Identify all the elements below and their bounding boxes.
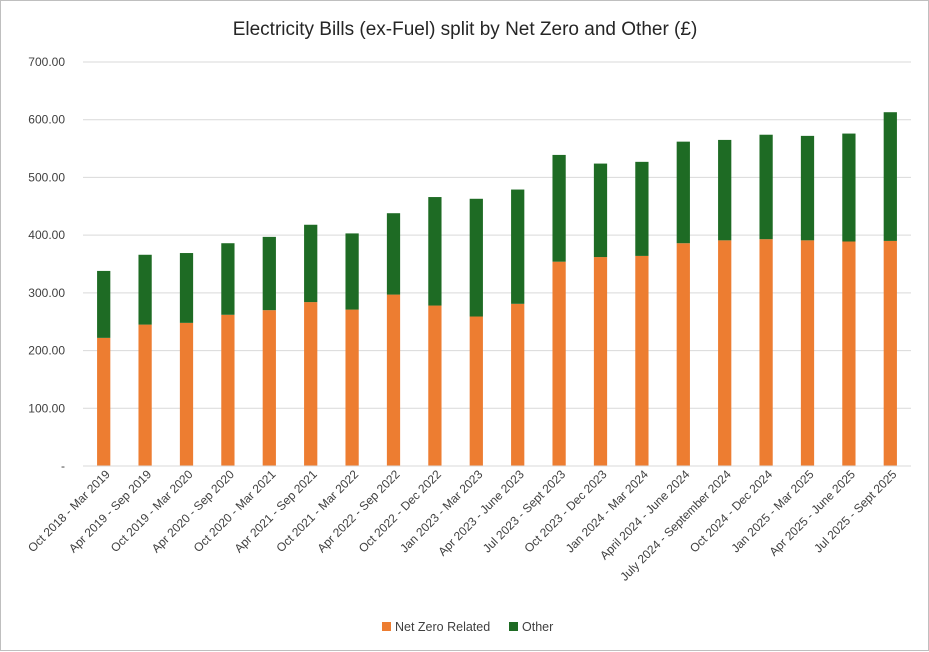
legend-label: Other xyxy=(522,620,553,634)
bar-net-zero-related xyxy=(386,294,401,466)
bar-net-zero-related xyxy=(718,240,732,466)
bar-other xyxy=(221,243,235,315)
bar-other xyxy=(883,112,897,241)
bar-other xyxy=(676,141,690,244)
bar-net-zero-related xyxy=(676,243,690,466)
bar-other xyxy=(386,213,401,295)
legend-swatch xyxy=(382,622,391,631)
bar-net-zero-related xyxy=(511,303,525,466)
bar-other xyxy=(800,135,815,241)
bar-other xyxy=(469,198,483,317)
bar-net-zero-related xyxy=(97,337,111,466)
bar-other xyxy=(97,270,111,338)
bar-other xyxy=(511,189,525,304)
bar-net-zero-related xyxy=(800,240,815,466)
bar-net-zero-related xyxy=(883,240,897,466)
bar-net-zero-related xyxy=(179,322,194,466)
bar-other xyxy=(345,233,359,310)
bar-other xyxy=(552,154,566,262)
bar-other xyxy=(842,133,856,242)
bar-other xyxy=(759,134,773,240)
y-tick-label: 600.00 xyxy=(28,113,65,127)
bar-other xyxy=(593,163,608,258)
legend-swatch xyxy=(509,622,518,631)
bar-net-zero-related xyxy=(221,314,235,466)
bar-net-zero-related xyxy=(138,324,152,466)
bar-net-zero-related xyxy=(428,305,442,466)
bar-other xyxy=(138,254,152,325)
bar-net-zero-related xyxy=(593,257,608,466)
legend-label: Net Zero Related xyxy=(395,620,490,634)
gridlines xyxy=(83,61,911,467)
y-tick-label: 200.00 xyxy=(28,344,65,358)
bar-net-zero-related xyxy=(345,309,359,466)
bar-net-zero-related xyxy=(635,255,649,466)
y-tick-label: - xyxy=(61,459,65,473)
bar-other xyxy=(428,197,442,306)
y-tick-label: 700.00 xyxy=(28,55,65,69)
bar-net-zero-related xyxy=(262,310,276,466)
bar-other xyxy=(718,139,732,241)
legend: Net Zero Related Other xyxy=(382,620,553,634)
bars xyxy=(83,112,911,467)
bar-other xyxy=(262,236,276,311)
y-tick-label: 300.00 xyxy=(28,286,65,300)
bar-net-zero-related xyxy=(552,261,566,466)
bar-net-zero-related xyxy=(842,241,856,466)
bar-net-zero-related xyxy=(304,302,318,466)
y-tick-label: 100.00 xyxy=(28,401,65,415)
bar-other xyxy=(635,161,649,256)
chart-title: Electricity Bills (ex-Fuel) split by Net… xyxy=(233,19,698,40)
y-tick-label: 500.00 xyxy=(28,170,65,184)
x-tick-label: Jul 2025 - Sept 2025 xyxy=(811,467,899,555)
bar-other xyxy=(304,224,318,303)
bar-net-zero-related xyxy=(759,239,773,466)
bar-other xyxy=(179,253,194,323)
y-tick-label: 400.00 xyxy=(28,228,65,242)
y-axis-ticks: - 100.00 200.00 300.00 400.00 500.00 600.00 700… xyxy=(28,55,65,473)
bar-net-zero-related xyxy=(469,316,483,466)
